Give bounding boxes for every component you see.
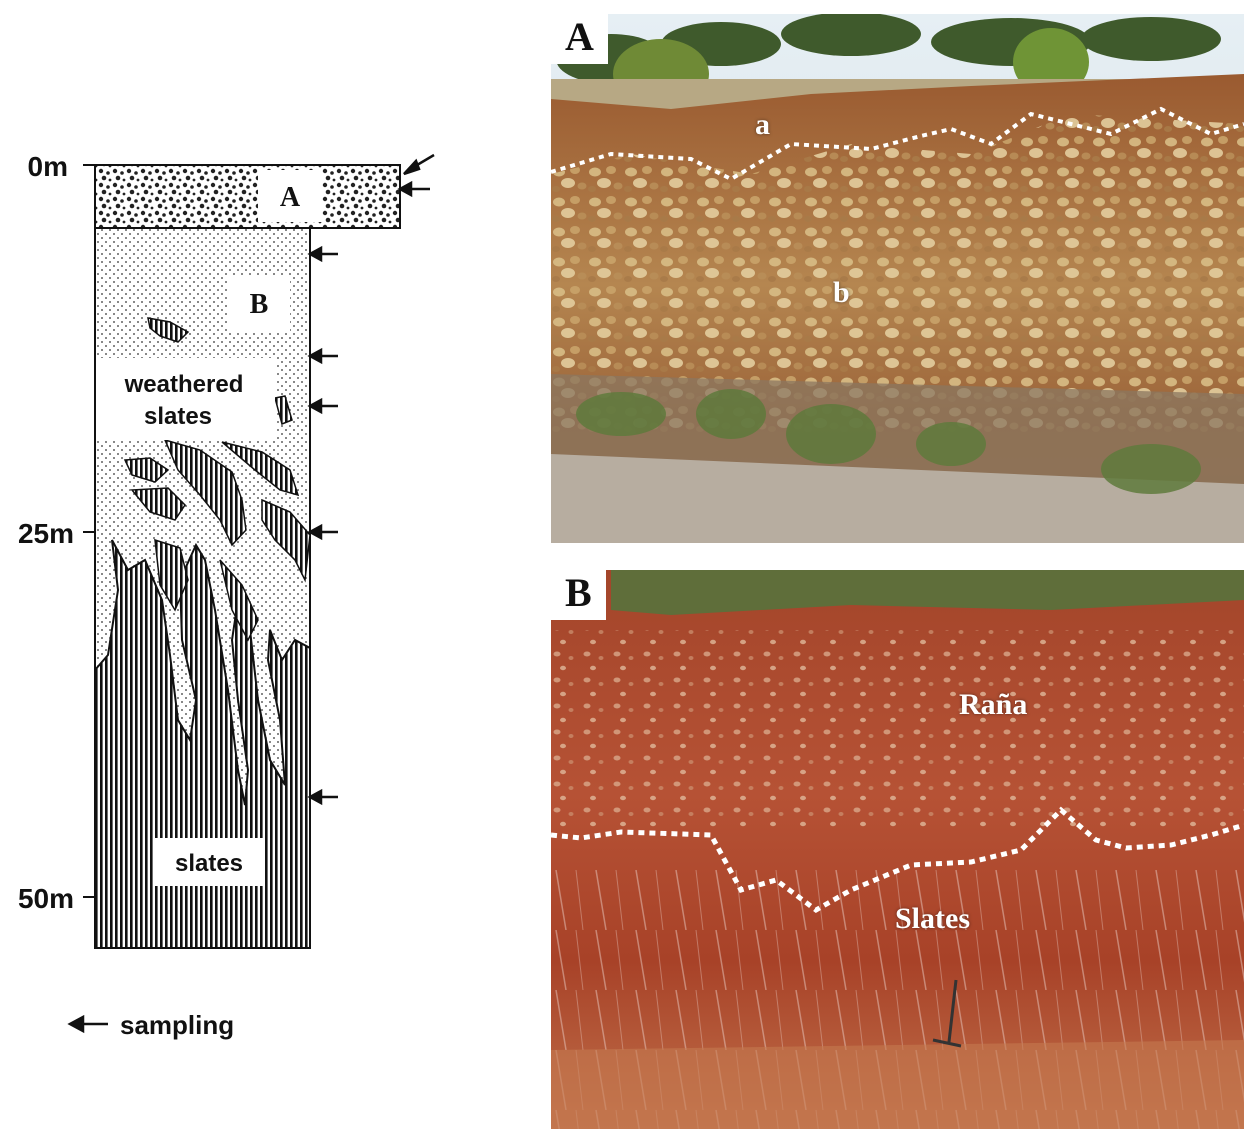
sampling-arrow-4 (307, 347, 338, 365)
photo-b-rana-slates-contact: B Raña Slates (551, 570, 1244, 1129)
sampling-arrow-1 (403, 153, 435, 176)
sampling-arrow-2 (397, 180, 430, 198)
weathered-label-line-2: slates (144, 403, 212, 430)
photo-b-boundary-line (551, 806, 1244, 913)
depth-label-0m: 0m (28, 151, 68, 182)
weathered-label-line-1: weathered (124, 371, 244, 398)
unit-a-gravel (94, 164, 401, 229)
photo-b-image (551, 570, 1244, 1129)
sampling-arrow-7 (307, 788, 338, 806)
legend-arrow (67, 1014, 108, 1034)
photo-a-letter: A (551, 14, 608, 64)
photo-a-label-a: a (755, 108, 770, 141)
photo-b-label-slates: Slates (895, 902, 970, 935)
weathered-label-box (97, 358, 275, 440)
photo-b-hammer (932, 979, 962, 1048)
stratigraphic-column: A B weathered slates slates 0m 25m 50m (18, 151, 435, 1040)
sampling-arrows (307, 153, 435, 806)
slates-label-box (155, 838, 263, 886)
photo-a-boundary-line (551, 106, 1244, 182)
depth-label-25m: 25m (18, 518, 74, 549)
sampling-arrow-3 (307, 245, 338, 263)
photo-a-gravel-outcrop: A a b (551, 14, 1244, 543)
photo-b-label-rana: Raña (959, 688, 1028, 721)
unit-b-label-box (228, 276, 290, 332)
sampling-arrow-6 (307, 523, 338, 541)
slate-fragments (123, 317, 311, 642)
unit-b-label: B (250, 289, 269, 320)
slates-label: slates (175, 850, 243, 877)
depth-scale (83, 164, 95, 898)
photo-b-letter: B (551, 570, 606, 620)
unit-a-label: A (280, 182, 301, 213)
photo-a-label-b: b (833, 276, 850, 309)
photo-a-image (551, 14, 1244, 543)
legend-sampling: sampling (120, 1010, 234, 1040)
unit-a-label-box (258, 170, 322, 222)
depth-label-50m: 50m (18, 883, 74, 914)
sampling-arrow-5 (307, 397, 338, 415)
